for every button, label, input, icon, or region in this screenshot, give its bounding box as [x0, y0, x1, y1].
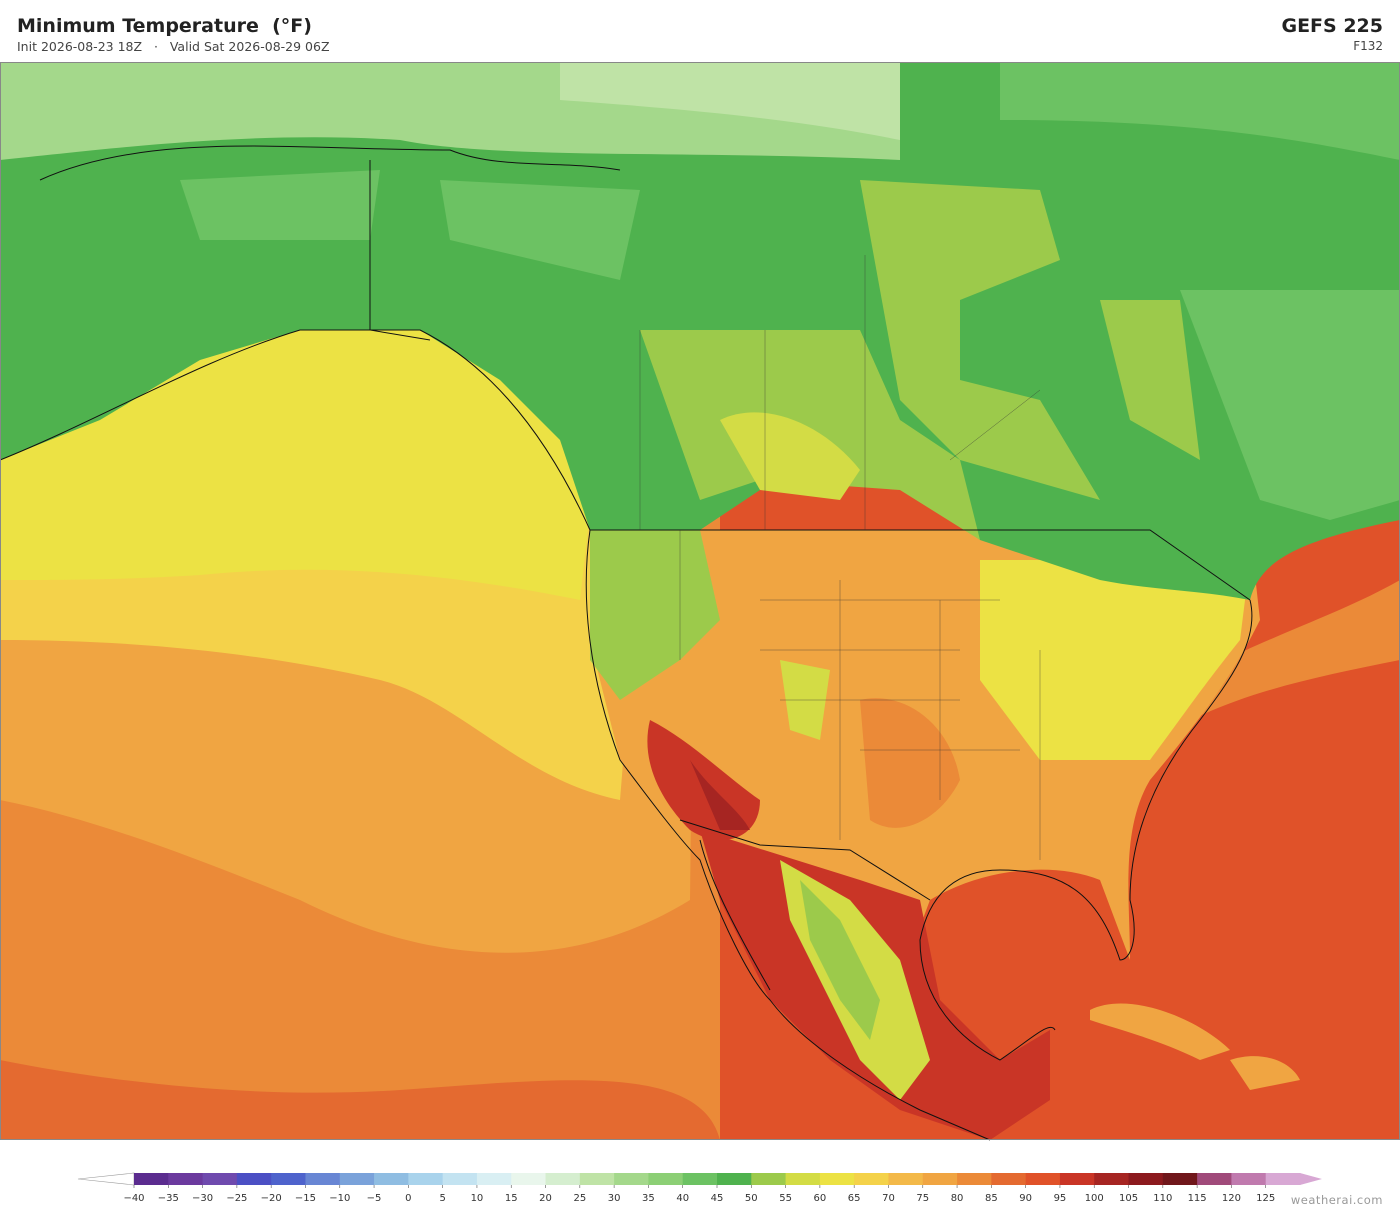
colorbar-tick-label: 30 — [608, 1193, 621, 1204]
colorbar-bin — [1025, 1173, 1061, 1185]
colorbar-bin — [717, 1173, 752, 1185]
colorbar-tick-label: 120 — [1222, 1193, 1241, 1204]
colorbar-bin — [1059, 1173, 1095, 1185]
map — [0, 62, 1400, 1141]
colorbar-tick-label: 10 — [471, 1193, 484, 1204]
colorbar-tick-label: −35 — [158, 1193, 179, 1204]
colorbar-bin — [751, 1173, 787, 1185]
colorbar-tick-label: −25 — [226, 1193, 247, 1204]
colorbar-tick-label: 85 — [985, 1193, 998, 1204]
colorbar-bin — [202, 1173, 238, 1185]
model-label: GEFS 225 — [1281, 15, 1383, 37]
colorbar-tick-label: 75 — [916, 1193, 929, 1204]
colorbar-bin — [476, 1173, 512, 1185]
colorbar-bin — [991, 1173, 1027, 1185]
colorbar-bin — [922, 1173, 958, 1185]
colorbar: −40 −35 −30 −25 −20 −15 −10 −5 0 5 10 15 20 25 30 35 40 4… — [77, 1172, 1322, 1204]
colorbar-tick-label: 50 — [745, 1193, 758, 1204]
colorbar-tick-label: 100 — [1085, 1193, 1104, 1204]
colorbar-bin — [957, 1173, 992, 1185]
colorbar-tick-label: 40 — [676, 1193, 689, 1204]
colorbar-bin — [819, 1173, 855, 1185]
watermark: weatherai.com — [1290, 1193, 1383, 1207]
colorbar-tick-label: −5 — [367, 1193, 382, 1204]
colorbar-tick-label: −10 — [329, 1193, 350, 1204]
colorbar-bin — [1265, 1173, 1301, 1185]
colorbar-bin — [511, 1173, 547, 1185]
colorbar-bin — [854, 1173, 889, 1185]
colorbar-tick-label: 15 — [505, 1193, 518, 1204]
colorbar-tick-label: 95 — [1054, 1193, 1067, 1204]
colorbar-bin — [1197, 1173, 1232, 1185]
colorbar-extend-under — [77, 1172, 135, 1186]
colorbar-tick-label: 55 — [779, 1193, 792, 1204]
colorbar-tick-label: 125 — [1256, 1193, 1275, 1204]
colorbar-tick-label: 110 — [1153, 1193, 1172, 1204]
colorbar-tick-label: −30 — [192, 1193, 213, 1204]
colorbar-tick-label: 65 — [848, 1193, 861, 1204]
colorbar-tick-label: 90 — [1019, 1193, 1032, 1204]
colorbar-tick-label: 105 — [1119, 1193, 1138, 1204]
colorbar-bin — [648, 1173, 684, 1185]
colorbar-tick-label: 115 — [1188, 1193, 1207, 1204]
colorbar-bin — [442, 1173, 478, 1185]
colorbar-tick-label: 5 — [439, 1193, 445, 1204]
colorbar-tick-label: −15 — [295, 1193, 316, 1204]
colorbar-bin — [682, 1173, 718, 1185]
colorbar-tick-label: 0 — [405, 1193, 411, 1204]
forecast-hour: F132 — [1353, 39, 1383, 53]
colorbar-bin — [374, 1173, 409, 1185]
colorbar-tick-label: 45 — [711, 1193, 724, 1204]
colorbar-bin — [134, 1173, 169, 1185]
colorbar-bin — [236, 1173, 272, 1185]
colorbar-bin — [1231, 1173, 1267, 1185]
colorbar-extend-over — [1300, 1173, 1322, 1185]
colorbar-bin — [408, 1173, 444, 1185]
colorbar-bin — [1094, 1173, 1130, 1185]
map-title: Minimum Temperature (°F) — [17, 15, 312, 37]
colorbar-bin — [305, 1173, 341, 1185]
colorbar-bin — [168, 1173, 204, 1185]
map-subtitle: Init 2026-08-23 18Z · Valid Sat 2026-08-… — [17, 39, 330, 54]
colorbar-tick-label: 25 — [573, 1193, 586, 1204]
colorbar-tick-label: 70 — [882, 1193, 895, 1204]
colorbar-tick-label: 20 — [539, 1193, 552, 1204]
colorbar-bin — [1162, 1173, 1198, 1185]
colorbar-bin — [785, 1173, 821, 1185]
colorbar-bin — [1128, 1173, 1164, 1185]
colorbar-tick-label: 60 — [814, 1193, 827, 1204]
colorbar-bin — [614, 1173, 649, 1185]
colorbar-bin — [339, 1173, 375, 1185]
colorbar-bin — [888, 1173, 924, 1185]
colorbar-tick-label: 80 — [951, 1193, 964, 1204]
colorbar-bin — [271, 1173, 306, 1185]
colorbar-tick-label: −20 — [261, 1193, 282, 1204]
colorbar-tick-label: −40 — [123, 1193, 144, 1204]
colorbar-bin — [579, 1173, 615, 1185]
colorbar-bin — [545, 1173, 581, 1185]
colorbar-tick-label: 35 — [642, 1193, 655, 1204]
